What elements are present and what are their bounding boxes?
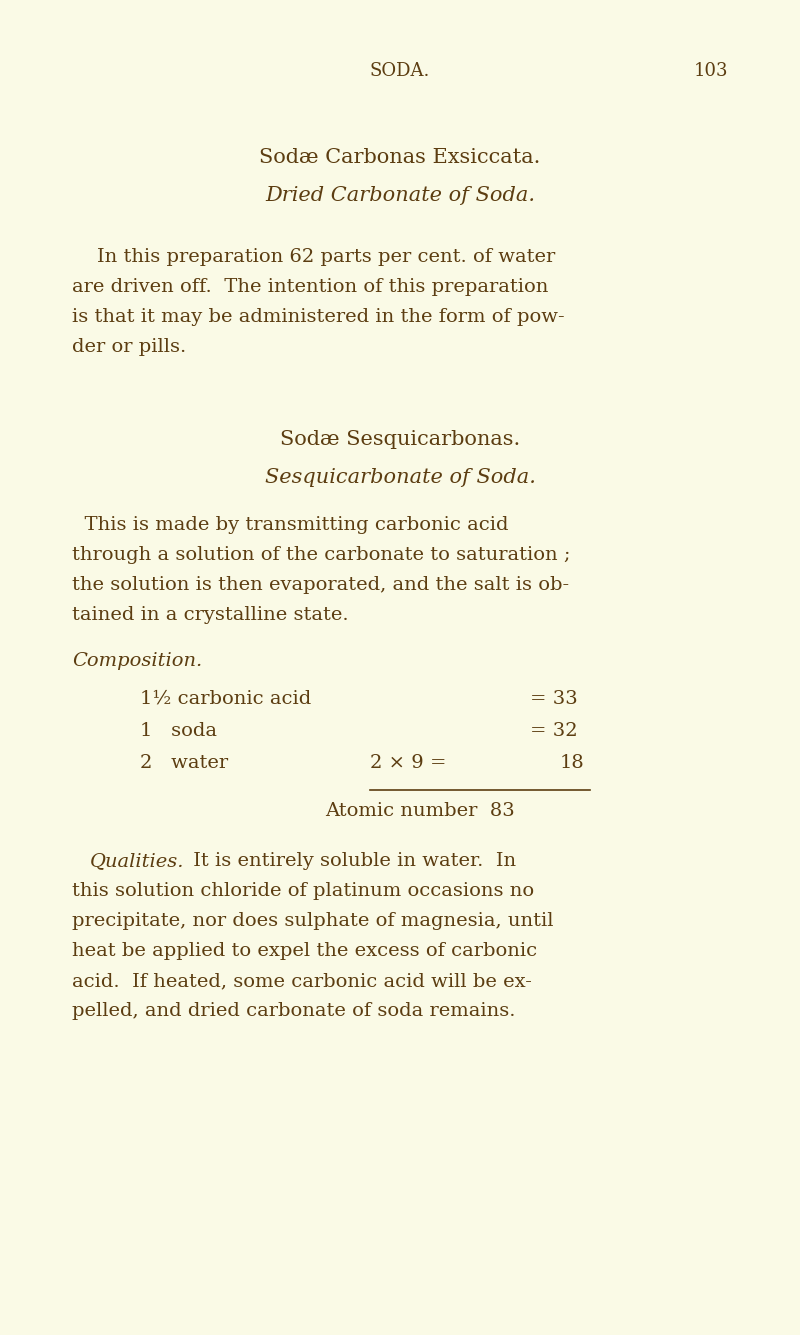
Text: SODA.: SODA. bbox=[370, 61, 430, 80]
Text: Atomic number  83: Atomic number 83 bbox=[325, 802, 515, 820]
Text: this solution chloride of platinum occasions no: this solution chloride of platinum occas… bbox=[72, 882, 534, 900]
Text: der or pills.: der or pills. bbox=[72, 338, 186, 356]
Text: = 32: = 32 bbox=[530, 722, 578, 740]
Text: 1½ carbonic acid: 1½ carbonic acid bbox=[140, 690, 311, 708]
Text: Sodæ Carbonas Exsiccata.: Sodæ Carbonas Exsiccata. bbox=[259, 148, 541, 167]
Text: 2   water: 2 water bbox=[140, 754, 228, 772]
Text: Sodæ Sesquicarbonas.: Sodæ Sesquicarbonas. bbox=[280, 430, 520, 449]
Text: = 33: = 33 bbox=[530, 690, 578, 708]
Text: 2 × 9 =: 2 × 9 = bbox=[370, 754, 446, 772]
Text: 1   soda: 1 soda bbox=[140, 722, 217, 740]
Text: are driven off.  The intention of this preparation: are driven off. The intention of this pr… bbox=[72, 278, 548, 296]
Text: through a solution of the carbonate to saturation ;: through a solution of the carbonate to s… bbox=[72, 546, 570, 563]
Text: 103: 103 bbox=[694, 61, 728, 80]
Text: In this preparation 62 parts per cent. of water: In this preparation 62 parts per cent. o… bbox=[72, 248, 555, 266]
Text: acid.  If heated, some carbonic acid will be ex-: acid. If heated, some carbonic acid will… bbox=[72, 972, 532, 991]
Text: Qualities.: Qualities. bbox=[90, 852, 185, 870]
Text: the solution is then evaporated, and the salt is ob-: the solution is then evaporated, and the… bbox=[72, 575, 569, 594]
Text: pelled, and dried carbonate of soda remains.: pelled, and dried carbonate of soda rema… bbox=[72, 1003, 515, 1020]
Text: Composition.: Composition. bbox=[72, 651, 202, 670]
Text: This is made by transmitting carbonic acid: This is made by transmitting carbonic ac… bbox=[72, 517, 509, 534]
Text: heat be applied to expel the excess of carbonic: heat be applied to expel the excess of c… bbox=[72, 943, 537, 960]
Text: It is entirely soluble in water.  In: It is entirely soluble in water. In bbox=[187, 852, 516, 870]
Text: tained in a crystalline state.: tained in a crystalline state. bbox=[72, 606, 349, 623]
Text: Sesquicarbonate of Soda.: Sesquicarbonate of Soda. bbox=[265, 469, 535, 487]
Text: is that it may be administered in the form of pow-: is that it may be administered in the fo… bbox=[72, 308, 565, 326]
Text: Dried Carbonate of Soda.: Dried Carbonate of Soda. bbox=[265, 186, 535, 206]
Text: 18: 18 bbox=[560, 754, 585, 772]
Text: precipitate, nor does sulphate of magnesia, until: precipitate, nor does sulphate of magnes… bbox=[72, 912, 554, 930]
